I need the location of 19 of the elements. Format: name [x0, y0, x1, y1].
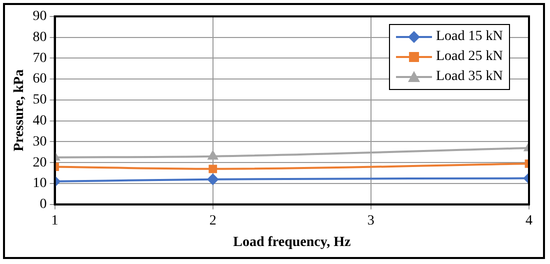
y-tick-label: 70: [32, 50, 47, 66]
x-axis-title: Load frequency, Hz: [233, 235, 351, 250]
x-tick-label: 4: [526, 213, 532, 228]
x-tick-label: 2: [209, 213, 216, 228]
legend-label: Load 25 kN: [436, 48, 503, 66]
y-tick-label: 50: [32, 92, 47, 108]
y-axis-title: Pressure, kPa: [12, 69, 28, 152]
y-tick-label: 0: [40, 197, 47, 212]
y-tick-label: 60: [32, 72, 47, 87]
legend-label: Load 35 kN: [436, 68, 503, 86]
x-tick-label: 3: [367, 213, 374, 228]
y-tick-label: 90: [32, 9, 47, 24]
y-tick-label: 40: [32, 114, 47, 129]
y-tick-label: 30: [32, 134, 47, 150]
y-tick-label: 10: [32, 176, 47, 192]
x-tick-label: 1: [51, 213, 58, 228]
legend-label: Load 15 kN: [436, 28, 503, 46]
y-tick-label: 20: [32, 155, 47, 170]
y-tick-label: 80: [32, 30, 47, 45]
